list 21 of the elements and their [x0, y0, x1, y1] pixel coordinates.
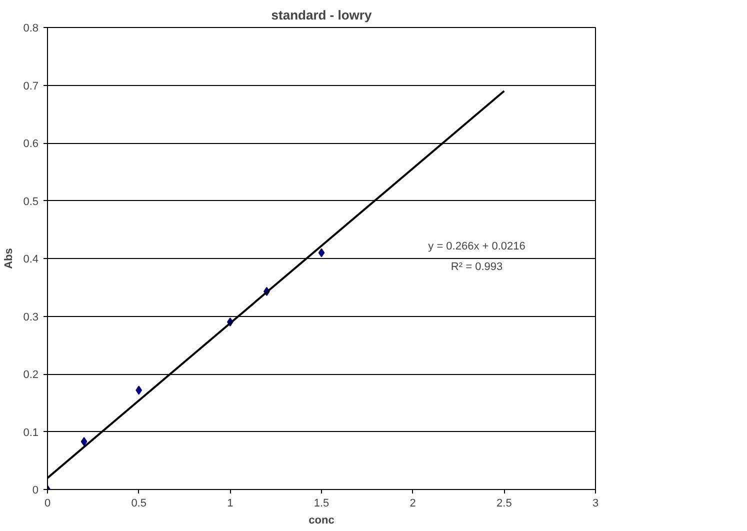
- x-tick-label: 2.5: [496, 498, 512, 510]
- annotation: R² = 0.993: [450, 260, 503, 273]
- x-tick-label: 0: [44, 498, 51, 510]
- y-tick-label: 0.7: [23, 80, 39, 92]
- x-tick-label: 3: [592, 498, 599, 510]
- chart-title: standard - lowry: [271, 8, 372, 22]
- y-tick-label: 0.3: [23, 311, 39, 324]
- y-tick-label: 0.5: [23, 196, 39, 208]
- x-tick-label: 0.5: [131, 498, 146, 510]
- x-axis-title: conc: [308, 514, 334, 526]
- y-tick-label: 0.1: [23, 426, 39, 439]
- x-tick-label: 2: [410, 498, 416, 510]
- y-tick-label: 0.8: [23, 22, 39, 34]
- y-axis-title: Abs: [3, 248, 16, 269]
- y-tick-label: 0.2: [23, 369, 39, 381]
- x-tick-label: 1.5: [314, 498, 330, 510]
- y-tick-label: 0.4: [23, 254, 39, 266]
- y-tick-label: 0.6: [23, 138, 39, 150]
- y-tick-label: 0: [32, 484, 39, 496]
- annotation: y = 0.266x + 0.0216: [428, 240, 526, 253]
- x-tick-label: 1: [227, 498, 234, 510]
